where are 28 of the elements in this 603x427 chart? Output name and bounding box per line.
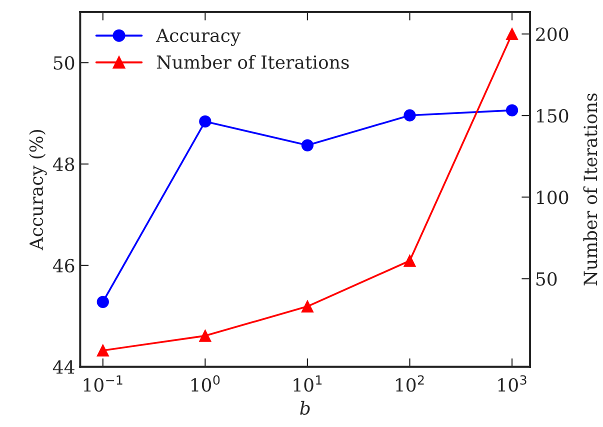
point (404, 254, 416, 267)
legend-label: Number of Iterations (156, 54, 349, 69)
y-tick-label: 46 (52, 258, 74, 273)
y-tick-label: 44 (52, 360, 74, 374)
point (199, 330, 212, 342)
y-tick-label: 50 (54, 56, 74, 70)
y2-tick-label: 200 (536, 27, 568, 42)
point (301, 300, 314, 313)
x-tick-label: 10$^{−1}$ (84, 375, 122, 392)
y2-tick-label: 100 (537, 190, 568, 204)
point (506, 104, 518, 116)
point (96, 296, 109, 308)
y2-tick-label: 50 (536, 272, 557, 286)
y-axis-title: Accuracy (%) (29, 130, 47, 250)
y2-tick-label: 150 (537, 109, 568, 123)
legend-label: Accuracy (156, 28, 241, 46)
y-tick-label: 48 (52, 157, 74, 172)
point (404, 109, 416, 122)
point (506, 28, 518, 40)
x-tick-label: 10$^{1}$ (294, 375, 322, 392)
y2-axis-title: Number of Iterations (583, 93, 598, 286)
x-tick-label: 10$^{2}$ (396, 375, 424, 392)
point (199, 115, 212, 128)
point (96, 344, 109, 357)
x-tick-label: 10$^{0}$ (191, 375, 220, 392)
point (301, 139, 314, 152)
x-tick-label: 10$^{3}$ (498, 375, 526, 392)
x-axis-title: b (300, 400, 310, 415)
